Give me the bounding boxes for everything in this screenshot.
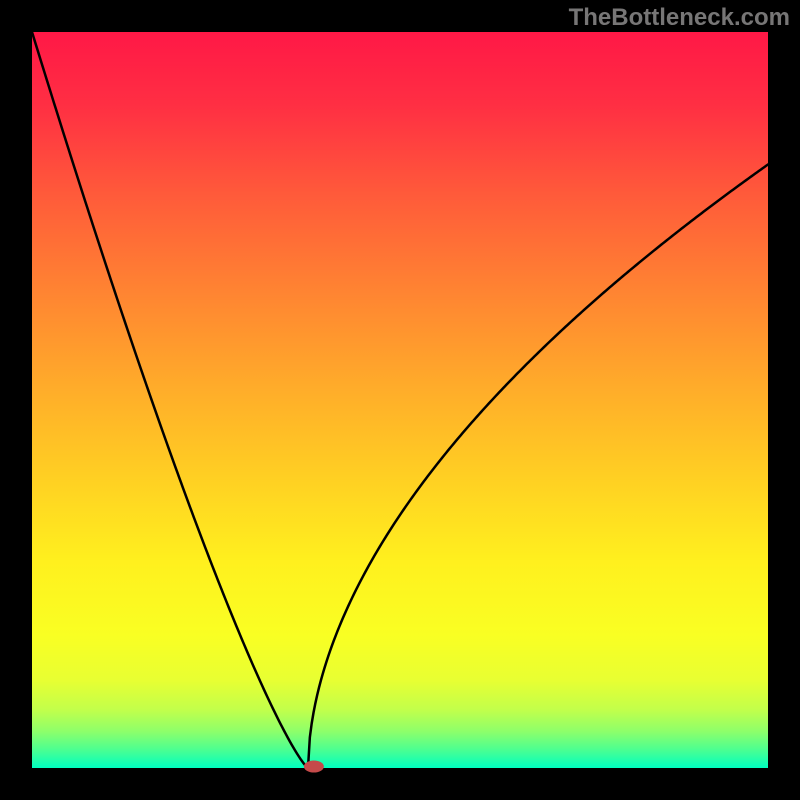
- gradient-background: [32, 32, 768, 768]
- chart-frame: TheBottleneck.com: [0, 0, 800, 800]
- minimum-marker: [304, 761, 324, 773]
- chart-svg: [0, 0, 800, 800]
